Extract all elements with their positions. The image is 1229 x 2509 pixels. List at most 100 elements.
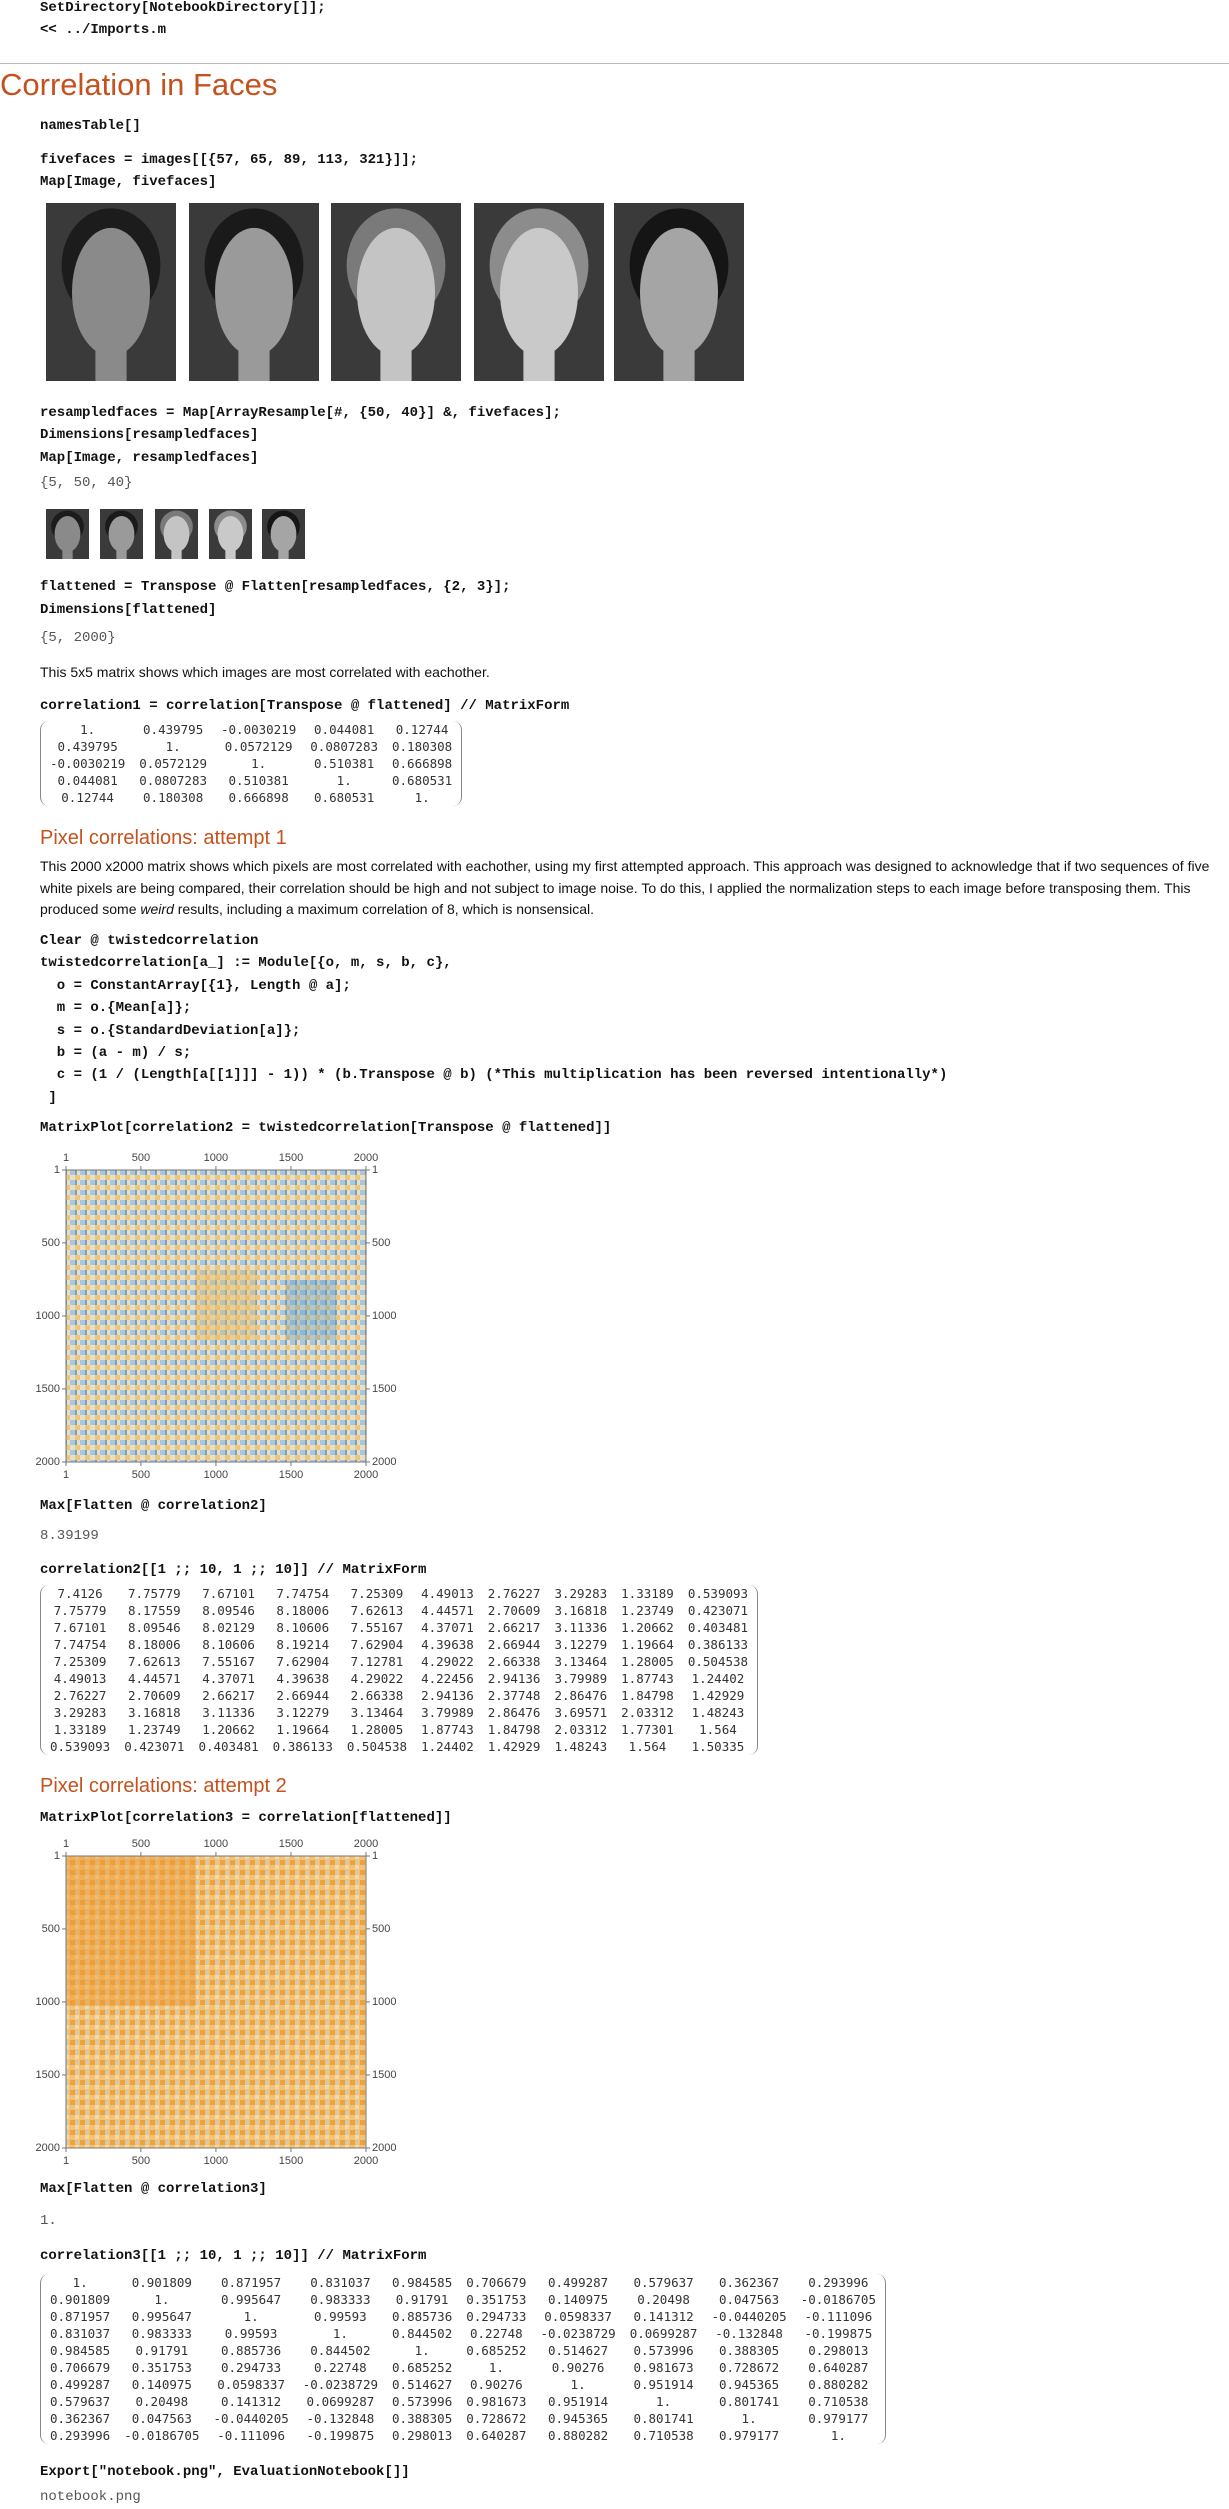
matrix-cell: 0.0699287: [629, 2326, 698, 2341]
matrix-cell: 0.514627: [392, 2377, 453, 2392]
matrix-cell: 7.55167: [202, 1654, 255, 1669]
matrix-cell: 0.573996: [392, 2394, 453, 2409]
section-heading: Pixel correlations: attempt 1: [40, 827, 287, 849]
matrix-cell: 2.76227: [487, 1586, 541, 1601]
matrix-cell: 0.351753: [466, 2292, 527, 2307]
matrix-cell: 3.16818: [554, 1603, 608, 1618]
y-tick-label: 1000: [372, 1310, 396, 1322]
y-tick-label: 2000: [372, 1456, 396, 1468]
matrix-cell: 3.11336: [554, 1620, 608, 1635]
matrix-cell: 0.180308: [392, 739, 453, 754]
matrix-cell: 0.0598337: [217, 2377, 285, 2392]
matrix-cell: 1.87743: [621, 1671, 674, 1686]
face: [72, 227, 150, 357]
matrix-cell: 0.640287: [808, 2360, 869, 2375]
matrix-cell: 0.91791: [135, 2343, 189, 2358]
matrix-cell: 0.981673: [633, 2360, 694, 2375]
matrix-cell: 0.539093: [687, 1586, 749, 1601]
y-tick-label: 2000: [36, 1456, 60, 1468]
y-tick-label: 1000: [36, 1996, 60, 2008]
matrix-cell: 1.: [251, 756, 267, 771]
matrix-cell: -0.0238729: [540, 2326, 616, 2341]
matrix-row: 1. 0.901809 0.871957 0.831037 0.984585 0.7066…: [43, 2274, 883, 2291]
paragraph-text: This 2000 x2000 matrix shows which pixel…: [40, 858, 1210, 917]
matrix-cell: 0.573996: [633, 2343, 694, 2358]
matrix-table: 7.4126 7.75779 7.67101 7.74754 7.25309 4.4901…: [43, 1585, 755, 1755]
matrix-cell: 8.10606: [276, 1620, 330, 1635]
matrix-cell: 1.33189: [621, 1586, 674, 1601]
matrix-cell: 2.94136: [421, 1688, 474, 1703]
matrix-cell: 0.0807283: [139, 773, 207, 788]
matrix-row: 0.706679 0.351753 0.294733 0.22748 0.685252 1…: [43, 2359, 883, 2376]
matrix-cell: 1.: [830, 2428, 846, 2443]
x-tick-label: 2000: [354, 1838, 378, 1850]
matrix-row: 0.362367 0.047563 -0.0440205 -0.132848 0.388…: [43, 2410, 883, 2427]
matrix-cell: 3.11336: [202, 1705, 255, 1720]
matrix-cell: 1.28005: [621, 1654, 674, 1669]
code-input: flattened = Transpose @ Flatten[resample…: [40, 579, 511, 595]
matrix-cell: 0.403481: [198, 1739, 259, 1754]
matrix-cell: 0.423071: [124, 1739, 185, 1754]
matrix-cell: 7.4126: [57, 1586, 103, 1601]
y-tick-label: 1: [372, 1164, 378, 1176]
matrix-cell: 3.13464: [554, 1654, 608, 1669]
matrix-cell: 0.180308: [143, 790, 204, 805]
matrix-cell: 0.0572129: [224, 739, 293, 754]
matrix-row: 0.12744 0.180308 0.666898 0.680531 1.: [43, 789, 459, 806]
section-heading: Pixel correlations: attempt 2: [40, 1775, 287, 1797]
matrix-cell: 0.351753: [131, 2360, 192, 2375]
matrix-cell: 0.403481: [687, 1620, 749, 1635]
matrix-cell: 0.141312: [633, 2309, 694, 2324]
x-tick-label: 2000: [354, 2155, 378, 2167]
matrix-cell: 1.23749: [127, 1722, 181, 1737]
matrix-cell: 1.: [488, 2360, 504, 2375]
matrix-cell: 0.901809: [50, 2292, 111, 2307]
heatmap: [66, 1170, 366, 1462]
code-input: Dimensions[flattened]: [40, 602, 217, 618]
x-tick-label: 500: [132, 1152, 150, 1164]
matrix-cell: 4.29022: [421, 1654, 474, 1669]
matrix-cell: 0.140975: [131, 2377, 192, 2392]
matrix-cell: 8.18006: [276, 1603, 330, 1618]
matrix-cell: 0.710538: [808, 2394, 869, 2409]
face-image: [46, 203, 176, 381]
heatmap-block: [196, 1270, 256, 1340]
neck: [95, 345, 127, 381]
matrix-cell: 7.62904: [350, 1637, 404, 1652]
face: [163, 516, 190, 552]
x-tick-label: 1000: [204, 1838, 228, 1850]
face: [108, 516, 135, 552]
face: [217, 516, 244, 552]
matrix-cell: -0.132848: [306, 2411, 375, 2426]
matrix-cell: 0.710538: [633, 2428, 694, 2443]
matrix-cell: 1.: [741, 2411, 757, 2426]
matrix-cell: 1.42929: [487, 1739, 541, 1754]
matrix-cell: 0.945365: [547, 2411, 609, 2426]
matrix-table: 1. 0.901809 0.871957 0.831037 0.984585 0.7066…: [43, 2274, 883, 2444]
matrix-row: -0.0030219 0.0572129 1. 0.510381 0.666898: [43, 755, 459, 772]
matrix: 1. 0.901809 0.871957 0.831037 0.984585 0.7066…: [40, 2274, 886, 2444]
matrix-cell: 1.: [414, 2343, 430, 2358]
matrix-cell: 0.20498: [637, 2292, 690, 2307]
matrix-cell: 2.66944: [276, 1688, 330, 1703]
neck: [380, 345, 412, 381]
matrix-cell: 0.510381: [228, 773, 289, 788]
matrix-cell: -0.0238729: [302, 2377, 379, 2392]
matrix-cell: 7.55167: [350, 1620, 404, 1635]
matrix-cell: 0.0807283: [310, 739, 378, 754]
face-image: [614, 203, 744, 381]
matrix-row: 2.76227 2.70609 2.66217 2.66944 2.66338 2.941…: [43, 1687, 755, 1704]
matrix-cell: 0.871957: [50, 2309, 111, 2324]
matrix-cell: -0.0030219: [50, 756, 126, 771]
matrix-row: 7.75779 8.17559 8.09546 8.18006 7.62613 4.445…: [43, 1602, 755, 1619]
matrix-cell: 4.22456: [421, 1671, 474, 1686]
matrix-cell: 0.880282: [547, 2428, 609, 2443]
matrix-cell: 3.12279: [554, 1637, 608, 1652]
matrix-cell: 0.951914: [633, 2377, 694, 2392]
matrix-cell: -0.132848: [715, 2326, 783, 2341]
code-output: {5, 2000}: [40, 630, 116, 646]
matrix-cell: 8.19214: [276, 1637, 330, 1652]
matrix-cell: -0.0030219: [221, 722, 297, 737]
matrix-cell: 0.885736: [221, 2343, 282, 2358]
matrix-cell: 2.03312: [554, 1722, 608, 1737]
